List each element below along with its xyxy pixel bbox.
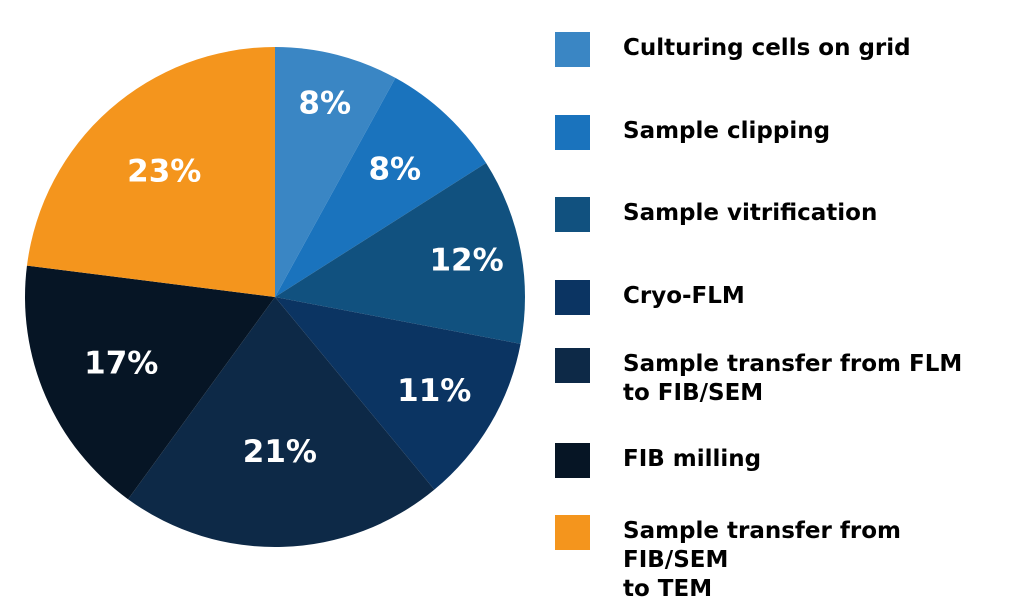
pie-chart: 8% 8% 12% 11% 21% 17% 23% bbox=[24, 47, 526, 547]
legend-item: Sample vitrification bbox=[555, 197, 1013, 232]
legend-label: Sample transfer from FLM to FIB/SEM bbox=[623, 351, 963, 406]
legend-label: FIB milling bbox=[623, 446, 762, 472]
pie-slice bbox=[275, 297, 521, 490]
legend-item: Sample transfer from FIB/SEM to TEM bbox=[555, 515, 1013, 604]
pie-slice bbox=[275, 47, 396, 297]
legend-swatch bbox=[555, 197, 590, 232]
legend-label: Sample vitrification bbox=[623, 200, 878, 226]
legend-label: Cryo-FLM bbox=[623, 283, 745, 309]
slice-data-label: 12% bbox=[429, 242, 503, 278]
pie-slice bbox=[275, 77, 487, 297]
legend-item: Cryo-FLM bbox=[555, 280, 1013, 315]
slice-data-label: 11% bbox=[397, 373, 471, 409]
legend-item: FIB milling bbox=[555, 443, 1013, 478]
legend-item: Culturing cells on grid bbox=[555, 32, 1013, 67]
slice-data-label: 8% bbox=[298, 85, 351, 121]
legend-item: Sample clipping bbox=[555, 115, 1013, 150]
legend-item: Sample transfer from FLM to FIB/SEM bbox=[555, 348, 1013, 408]
legend-swatch bbox=[555, 443, 590, 478]
slice-data-label: 8% bbox=[368, 151, 421, 187]
legend-swatch bbox=[555, 115, 590, 150]
legend-swatch bbox=[555, 280, 590, 315]
legend-swatch bbox=[555, 32, 590, 67]
pie-slice bbox=[24, 265, 276, 500]
slice-data-label: 21% bbox=[243, 434, 317, 470]
pie-slice bbox=[128, 297, 435, 547]
legend-swatch bbox=[555, 348, 590, 383]
legend-label: Culturing cells on grid bbox=[623, 35, 911, 61]
slice-data-label: 23% bbox=[127, 153, 201, 189]
slice-data-label: 17% bbox=[84, 346, 158, 382]
pie-slice bbox=[275, 163, 526, 344]
legend: Culturing cells on grid Sample clipping Sa… bbox=[555, 0, 1024, 602]
pie-slice bbox=[26, 47, 275, 297]
legend-label: Sample clipping bbox=[623, 118, 831, 144]
pie-labels: 8% 8% 12% 11% 21% 17% 23% bbox=[84, 85, 503, 470]
pie-slices bbox=[24, 47, 526, 547]
legend-swatch bbox=[555, 515, 590, 550]
legend-label: Sample transfer from FIB/SEM to TEM bbox=[623, 518, 901, 602]
